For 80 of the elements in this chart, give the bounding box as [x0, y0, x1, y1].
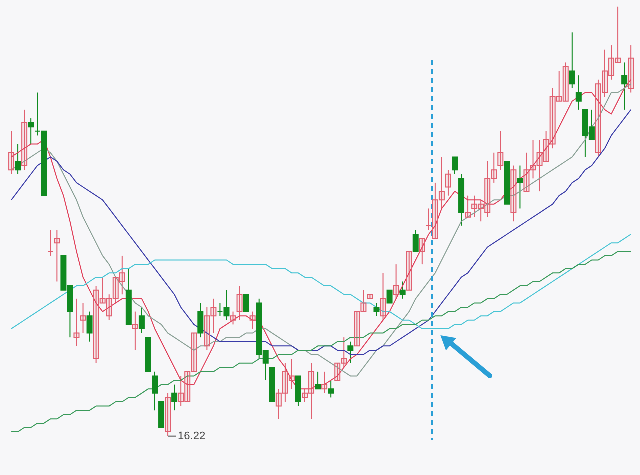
- candlestick: [8, 130, 15, 175]
- candlestick: [132, 311, 138, 351]
- candlestick: [198, 302, 204, 338]
- candlestick: [360, 290, 367, 312]
- candlestick: [334, 362, 341, 382]
- candlestick: [210, 298, 217, 334]
- candlestick: [119, 255, 126, 296]
- candlestick: [569, 32, 576, 89]
- candlestick: [498, 130, 504, 171]
- candlestick: [452, 156, 458, 175]
- candlestick: [138, 307, 145, 334]
- candlestick: [576, 75, 582, 110]
- candlestick: [302, 388, 308, 402]
- candlestick: [48, 230, 54, 256]
- candlestick: [184, 371, 191, 402]
- candlestick: [615, 6, 622, 64]
- candlestick: [543, 130, 550, 162]
- candlestick: [112, 276, 119, 304]
- candlestick: [80, 302, 86, 334]
- candlestick: [243, 294, 250, 312]
- candlestick: [282, 362, 288, 402]
- candlestick: [438, 156, 445, 210]
- candlestick: [550, 88, 556, 150]
- candlestick: [472, 195, 478, 218]
- candlestick: [406, 251, 412, 291]
- candlestick: [530, 140, 536, 180]
- candlestick: [236, 286, 243, 321]
- candlestick: [15, 144, 22, 175]
- candlestick: [628, 45, 634, 94]
- annotation: 16.22: [178, 430, 206, 442]
- candlestick: [562, 62, 569, 102]
- candlestick: [328, 380, 334, 398]
- candlestick: [400, 281, 406, 300]
- candlestick: [54, 230, 60, 282]
- candlestick: [152, 371, 158, 412]
- candlestick: [348, 341, 354, 364]
- candlestick: [74, 298, 80, 347]
- candlestick: [341, 337, 348, 368]
- candlestick: [432, 182, 438, 240]
- candlestick: [86, 311, 93, 342]
- candlestick: [412, 230, 419, 252]
- candlestick: [524, 152, 530, 192]
- candlestick: [484, 160, 491, 218]
- candlestick: [556, 70, 562, 102]
- candlestick: [204, 307, 210, 351]
- candlestick: [178, 376, 184, 407]
- candlestick: [28, 118, 34, 145]
- candlestick: [386, 290, 393, 304]
- candlestick: [250, 311, 256, 330]
- candlestick: [622, 62, 628, 110]
- candlestick: [380, 272, 386, 321]
- candlestick: [172, 384, 178, 412]
- candlestick: [288, 358, 295, 390]
- candlestick: [426, 208, 432, 231]
- candlestick: [478, 200, 484, 222]
- candlestick: [308, 362, 315, 420]
- candlestick: [315, 371, 322, 390]
- candlestick: [276, 388, 282, 420]
- candlestick: [354, 311, 360, 347]
- candlestick: [608, 45, 615, 80]
- candlestick: [100, 276, 106, 304]
- candlestick: [419, 238, 426, 266]
- candlestick: [465, 195, 472, 218]
- candlestick: [165, 392, 172, 437]
- candlestick: [445, 170, 452, 196]
- candlestick: [595, 79, 602, 158]
- candlestick: [191, 332, 198, 372]
- candlestick: [510, 165, 517, 222]
- candlestick: [393, 264, 400, 300]
- candlestick: [22, 109, 28, 171]
- candlestick: [536, 140, 543, 192]
- candlestick: [230, 311, 236, 326]
- candlestick: [491, 152, 498, 184]
- candlestick: [322, 371, 328, 394]
- candlestick: [374, 302, 380, 317]
- candlestick: [367, 294, 374, 300]
- candlestick: [602, 49, 608, 98]
- candlestick: [106, 294, 112, 321]
- candlestick: [93, 286, 100, 364]
- candlestick: [517, 165, 524, 210]
